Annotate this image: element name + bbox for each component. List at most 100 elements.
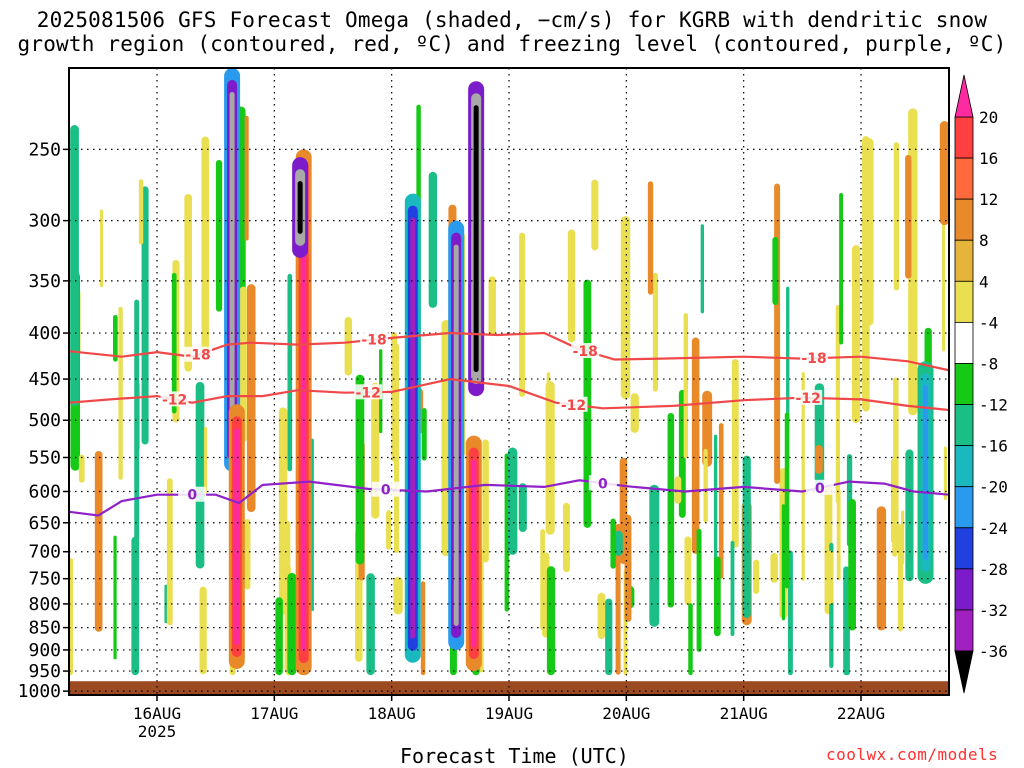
omega-weak-cell [614, 530, 623, 557]
omega-weak-cell [344, 317, 353, 376]
colorbar-segment [954, 116, 974, 159]
colorbar-segment [954, 486, 974, 529]
colorbar-segment [954, 321, 974, 364]
omega-weak-cell [753, 559, 760, 594]
colorbar-label: 4 [979, 272, 989, 291]
omega-weak-cell [391, 332, 398, 462]
omega-weak-cell [567, 229, 576, 343]
omega-weak-cell [488, 276, 496, 336]
colorbar-label: -4 [979, 313, 998, 332]
omega-weak-cell [131, 536, 140, 676]
contour-label-bg [184, 346, 213, 362]
omega-weak-cell [246, 284, 256, 513]
omega-weak-cell [781, 504, 786, 621]
omega-weak-cell [171, 272, 177, 414]
colorbar-label: -32 [979, 601, 1008, 620]
omega-weak-cell [134, 299, 140, 546]
omega-weak-cell [615, 523, 621, 675]
omega-weak-cell [201, 136, 209, 357]
omega-weak-cell [652, 272, 659, 392]
omega-weak-cell [688, 603, 693, 676]
omega-weak-cell [731, 359, 739, 548]
contour-label-bg [559, 396, 588, 412]
omega-weak-cell [742, 455, 751, 619]
colorbar-segment [954, 404, 974, 447]
omega-weak-cell [591, 179, 599, 251]
y-tick-label: 300 [28, 211, 61, 232]
contour-label-bg [800, 350, 829, 366]
omega-weak-cell [597, 592, 606, 639]
omega-weak-cell [605, 598, 613, 676]
omega-weak-cell [518, 483, 527, 533]
contour-label-bg [371, 481, 400, 497]
x-tick-label: 20AUG [602, 704, 650, 723]
omega-weak-cell [244, 115, 249, 241]
contour-label-bg [354, 384, 383, 400]
x-tick-label: 19AUG [485, 704, 533, 723]
omega-weak-cell [905, 154, 912, 279]
contour-label: -18 [573, 344, 598, 360]
omega-column [229, 92, 235, 448]
contour-label: 0 [187, 488, 197, 504]
omega-weak-cell [278, 407, 288, 615]
contour-label-bg [360, 331, 389, 347]
credit-link[interactable]: coolwx.com/models [826, 745, 999, 764]
omega-weak-cell [876, 506, 887, 631]
omega-weak-cell [696, 528, 702, 652]
contour-label-bg [571, 343, 600, 359]
omega-weak-cell [118, 306, 123, 480]
omega-weak-cell [667, 412, 675, 608]
colorbar-label: 12 [979, 190, 998, 209]
omega-weak-cell [843, 566, 850, 676]
contour-label: -18 [361, 333, 386, 349]
colorbar-label: -28 [979, 560, 1008, 579]
omega-weak-cell [141, 186, 149, 445]
omega-weak-cell [275, 597, 283, 676]
omega-weak-cell [507, 447, 518, 555]
colorbar-label: -8 [979, 354, 998, 373]
omega-weak-cell [386, 510, 392, 550]
colorbar-label: -12 [979, 396, 1008, 415]
y-tick-label: 550 [28, 447, 61, 468]
contour-label: -12 [796, 391, 821, 407]
omega-weak-cell [94, 450, 103, 632]
colorbar-segment [954, 609, 974, 652]
colorbar-segment [954, 239, 974, 282]
omega-weak-cell [836, 489, 841, 581]
omega-weak-cell [620, 216, 631, 400]
omega-weak-cell [287, 572, 297, 676]
omega-weak-cell [713, 434, 718, 576]
omega-weak-cell [893, 142, 900, 291]
omega-weak-cell [839, 193, 844, 345]
contour-label: -12 [356, 385, 381, 401]
y-tick-label: 750 [28, 569, 61, 590]
y-tick-label: 1000 [18, 681, 61, 702]
colorbar-label: -16 [979, 437, 1008, 456]
omega-weak-cell [852, 245, 861, 424]
omega-weak-cell [69, 558, 74, 676]
colorbar-label: -20 [979, 478, 1008, 497]
omega-weak-cell [546, 566, 556, 676]
colorbar-segment [954, 363, 974, 405]
omega-weak-cell [239, 286, 247, 443]
contour-label-bg [178, 486, 207, 502]
colorbar-segment [954, 527, 974, 570]
omega-weak-cell [897, 523, 904, 632]
y-tick-label: 400 [28, 323, 61, 344]
colorbar-label: 16 [979, 149, 998, 168]
chart-title-line-1: 2025081506 GFS Forecast Omega (shaded, −… [36, 8, 988, 32]
omega-weak-cell [203, 426, 208, 495]
omega-weak-cell [713, 556, 721, 637]
omega-weak-cell [610, 518, 616, 569]
x-tick-label: 22AUG [837, 704, 885, 723]
omega-column [471, 459, 477, 648]
omega-weak-cell [691, 337, 700, 554]
omega-weak-cell [718, 423, 724, 579]
omega-weak-cell [770, 552, 778, 583]
y-tick-label: 800 [28, 594, 61, 615]
y-tick-label: 700 [28, 542, 61, 563]
omega-weak-cell [703, 448, 708, 523]
y-tick-label: 600 [28, 481, 61, 502]
omega-weak-cell [355, 374, 365, 565]
omega-weak-cell [684, 536, 692, 605]
